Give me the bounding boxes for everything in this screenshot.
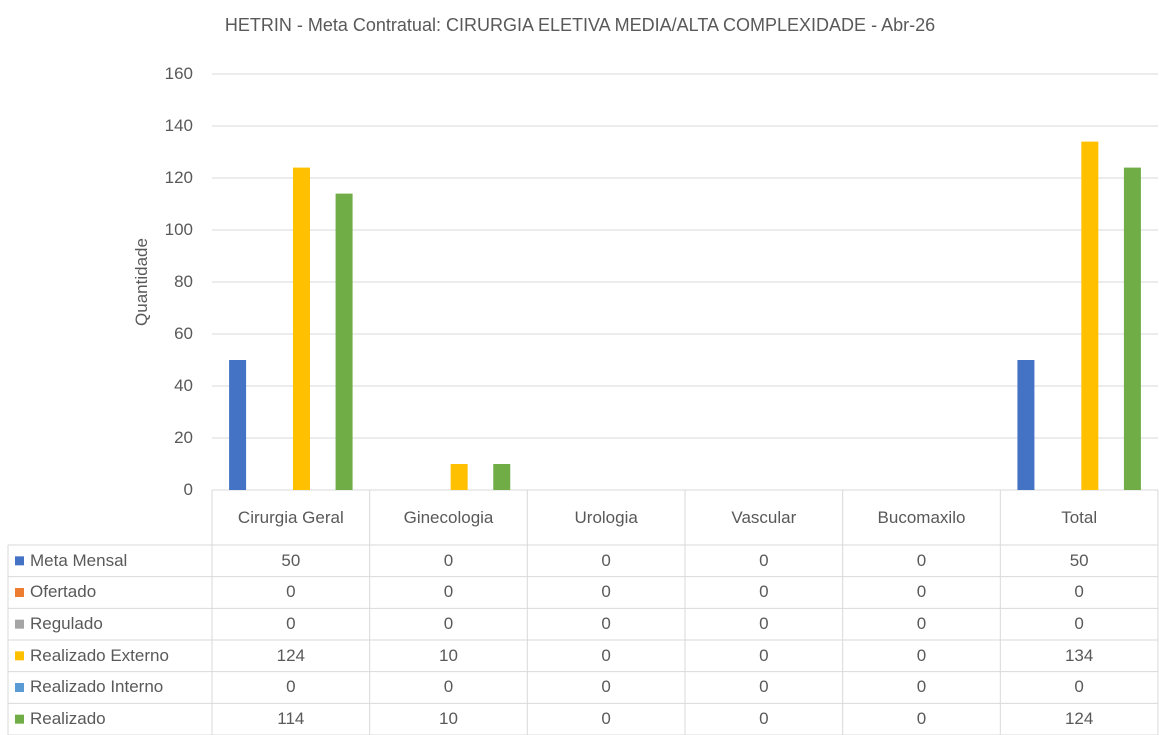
table-value: 0: [286, 614, 296, 634]
y-tick-label: 120: [164, 168, 193, 187]
y-tick-label: 0: [183, 480, 193, 499]
table-value: 0: [443, 677, 454, 697]
y-axis-label: Quantidade: [132, 238, 151, 326]
y-tick-label: 20: [174, 428, 193, 447]
table-value: 0: [916, 645, 927, 665]
legend-swatch: [15, 714, 24, 724]
chart-title: HETRIN - Meta Contratual: CIRURGIA ELETI…: [224, 15, 936, 35]
table-value: 0: [759, 614, 769, 634]
table-value: 0: [601, 582, 611, 602]
table-value: 0: [759, 582, 769, 602]
table-value: 0: [759, 550, 769, 570]
table-value: 124: [1064, 709, 1094, 729]
bar: [229, 360, 247, 490]
table-value: 0: [916, 582, 927, 602]
table-value: 0: [916, 709, 927, 729]
table-value: 0: [443, 614, 454, 634]
bar: [335, 193, 353, 490]
y-tick-label: 100: [164, 220, 193, 239]
table-value: 0: [916, 550, 927, 570]
category-label: Urologia: [574, 507, 638, 527]
table-value: 0: [759, 677, 769, 697]
category-label: Ginecologia: [403, 507, 494, 527]
legend-swatch: [15, 683, 24, 692]
table-value: 134: [1064, 645, 1094, 665]
y-tick-label: 140: [164, 116, 193, 135]
legend-swatch: [15, 588, 24, 597]
table-value: 0: [601, 677, 611, 697]
bar: [493, 464, 511, 490]
table-value: 0: [286, 677, 296, 697]
table-value: 0: [601, 614, 611, 634]
table-value: 0: [1074, 614, 1084, 634]
legend-label: Meta Mensal: [30, 550, 128, 570]
bar: [1123, 167, 1141, 490]
category-label: Vascular: [731, 507, 797, 527]
category-label: Cirurgia Geral: [237, 507, 344, 527]
legend-label: Ofertado: [30, 582, 97, 602]
bar: [1081, 141, 1099, 490]
table-value: 50: [1069, 550, 1089, 570]
y-tick-label: 40: [174, 376, 193, 395]
table-value: 124: [276, 645, 306, 665]
bar: [450, 464, 468, 490]
table-value: 0: [1074, 677, 1084, 697]
table-value: 0: [443, 582, 454, 602]
legend-label: Regulado: [30, 614, 103, 634]
table-value: 0: [759, 709, 769, 729]
legend-swatch: [15, 619, 24, 629]
table-value: 10: [439, 709, 458, 729]
table-value: 0: [916, 677, 927, 697]
category-label: Total: [1061, 507, 1098, 527]
table-value: 0: [759, 645, 769, 665]
table-value: 0: [601, 709, 611, 729]
table-value: 0: [601, 645, 611, 665]
table-value: 0: [443, 550, 454, 570]
table-value: 0: [286, 582, 296, 602]
legend-swatch: [15, 651, 24, 661]
bar: [1017, 360, 1035, 490]
table-value: 10: [439, 645, 458, 665]
legend-swatch: [15, 556, 24, 566]
legend-label: Realizado: [30, 709, 106, 729]
table-value: 0: [601, 550, 611, 570]
bar: [292, 167, 310, 490]
table-value: 114: [277, 709, 305, 729]
y-tick-label: 60: [174, 324, 193, 343]
legend-label: Realizado Externo: [30, 645, 169, 665]
y-tick-label: 160: [164, 64, 193, 83]
table-value: 0: [916, 614, 927, 634]
y-tick-label: 80: [174, 272, 193, 291]
category-label: Bucomaxilo: [877, 507, 966, 527]
table-value: 0: [1074, 582, 1084, 602]
table-value: 50: [281, 550, 301, 570]
legend-label: Realizado Interno: [30, 677, 164, 697]
